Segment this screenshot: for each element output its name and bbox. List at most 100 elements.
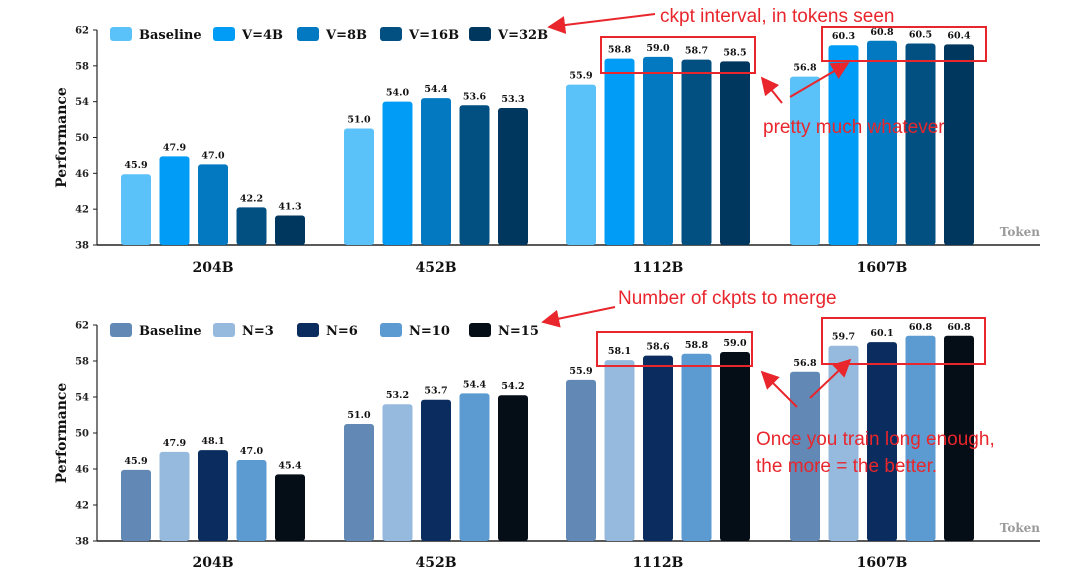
- bar-value-label: 54.2: [501, 381, 524, 392]
- bottom-chart-panel: 38 42 46 50 54 58 62 Performance Token 45.9 47.9 48…: [54, 321, 1040, 572]
- y-tick-label: 42: [75, 205, 89, 216]
- top-annotations: ckpt interval, in tokens seen pretty muc…: [547, 6, 987, 138]
- legend-label: N=15: [498, 324, 539, 339]
- annotation-train-long-line1: Once you train long enough,: [756, 429, 995, 450]
- bar: [867, 40, 897, 245]
- bar: [159, 156, 190, 245]
- bar-value-label: 60.1: [870, 328, 893, 339]
- bar: [121, 174, 151, 245]
- bar: [566, 379, 596, 541]
- annotation-whatever: pretty much whatever: [763, 117, 945, 138]
- bar: [382, 101, 413, 246]
- bar: [681, 59, 712, 245]
- annotation-number-of-ckpts: Number of ckpts to merge: [618, 288, 837, 309]
- legend-swatch: [380, 27, 402, 41]
- bar: [236, 207, 267, 245]
- legend-label: Baseline: [139, 28, 202, 43]
- bar: [159, 451, 190, 541]
- legend-swatch: [297, 27, 319, 41]
- bar-value-label: 59.0: [646, 43, 670, 54]
- y-tick-label: 62: [75, 321, 89, 332]
- bar-value-label: 59.0: [723, 338, 747, 349]
- bar-value-label: 48.1: [201, 436, 224, 447]
- top-arrow-legend: [547, 13, 656, 34]
- bar-value-label: 51.0: [347, 115, 371, 126]
- bar: [344, 128, 374, 245]
- bar-value-label: 47.9: [163, 142, 187, 153]
- bar-value-label: 41.3: [278, 201, 301, 212]
- bar-value-label: 58.6: [646, 342, 670, 353]
- legend-swatch: [297, 323, 319, 337]
- legend-label: V=8B: [325, 28, 367, 43]
- bar: [198, 164, 228, 245]
- x-axis-unit-label: Token: [1000, 521, 1041, 535]
- bar-value-label: 45.9: [124, 456, 148, 467]
- x-category-label: 204B: [192, 260, 233, 276]
- bar: [944, 335, 974, 541]
- bar: [643, 355, 673, 541]
- bar-value-label: 60.8: [870, 27, 894, 38]
- bar: [604, 58, 635, 245]
- bar: [905, 335, 936, 541]
- y-axis-title: Performance: [54, 383, 70, 484]
- legend-swatch: [469, 323, 491, 337]
- bottom-arrow-box-1112b: [760, 370, 798, 408]
- legend-swatch: [110, 323, 132, 337]
- bar: [681, 353, 712, 541]
- annotation-train-long-line2: the more = the better.: [756, 456, 937, 477]
- legend-swatch: [110, 27, 132, 41]
- bar: [121, 469, 151, 541]
- bar-value-label: 60.3: [832, 31, 855, 42]
- legend-label: Baseline: [139, 324, 202, 339]
- bar-value-label: 60.5: [909, 29, 932, 40]
- bar-value-label: 54.0: [386, 88, 410, 99]
- bar-value-label: 58.1: [608, 346, 631, 357]
- legend-label: V=4B: [241, 28, 283, 43]
- bar: [720, 352, 750, 541]
- bar-value-label: 58.8: [608, 45, 632, 56]
- bar-value-label: 56.8: [793, 63, 817, 74]
- bar: [828, 45, 859, 245]
- bottom-annotations: Number of ckpts to merge Once you train …: [541, 288, 995, 477]
- x-axis-unit-label: Token: [1000, 225, 1041, 239]
- legend-label: V=32B: [497, 28, 548, 43]
- bar: [275, 474, 305, 541]
- legend-swatch: [213, 27, 235, 41]
- bottom-highlight-box-1607b: [821, 317, 986, 365]
- bar: [459, 105, 490, 245]
- y-tick-label: 38: [75, 537, 89, 548]
- legend-label: N=3: [242, 324, 274, 339]
- bar: [421, 98, 451, 245]
- bar: [828, 345, 859, 541]
- bar: [905, 43, 936, 245]
- x-category-label: 452B: [415, 260, 456, 276]
- bar: [790, 371, 820, 541]
- bar: [867, 342, 897, 541]
- bar: [498, 395, 528, 541]
- x-category-label: 1607B: [857, 555, 908, 571]
- y-tick-label: 38: [75, 241, 89, 252]
- bar-value-label: 60.4: [947, 30, 971, 41]
- x-category-label: 1607B: [857, 260, 908, 276]
- y-tick-label: 50: [75, 429, 89, 440]
- bar: [382, 404, 413, 541]
- bar-value-label: 53.2: [386, 390, 409, 401]
- bar-value-label: 56.8: [793, 358, 817, 369]
- y-tick-label: 58: [75, 357, 89, 368]
- bar-value-label: 55.9: [569, 366, 593, 377]
- bar-value-label: 54.4: [463, 379, 487, 390]
- bar-value-label: 58.7: [685, 46, 708, 57]
- y-tick-label: 54: [75, 97, 89, 108]
- bar-value-label: 53.3: [501, 94, 524, 105]
- legend-swatch: [469, 27, 491, 41]
- bar-value-label: 59.7: [832, 332, 855, 343]
- top-highlight-box-1607b: [821, 26, 987, 62]
- bar-value-label: 54.4: [424, 84, 448, 95]
- bar-value-label: 51.0: [347, 410, 371, 421]
- bar: [643, 56, 673, 245]
- x-category-label: 204B: [192, 555, 233, 571]
- bottom-arrow-box-1607b: [809, 358, 852, 399]
- bar-value-label: 53.7: [424, 386, 447, 397]
- bar-value-label: 47.0: [240, 446, 264, 457]
